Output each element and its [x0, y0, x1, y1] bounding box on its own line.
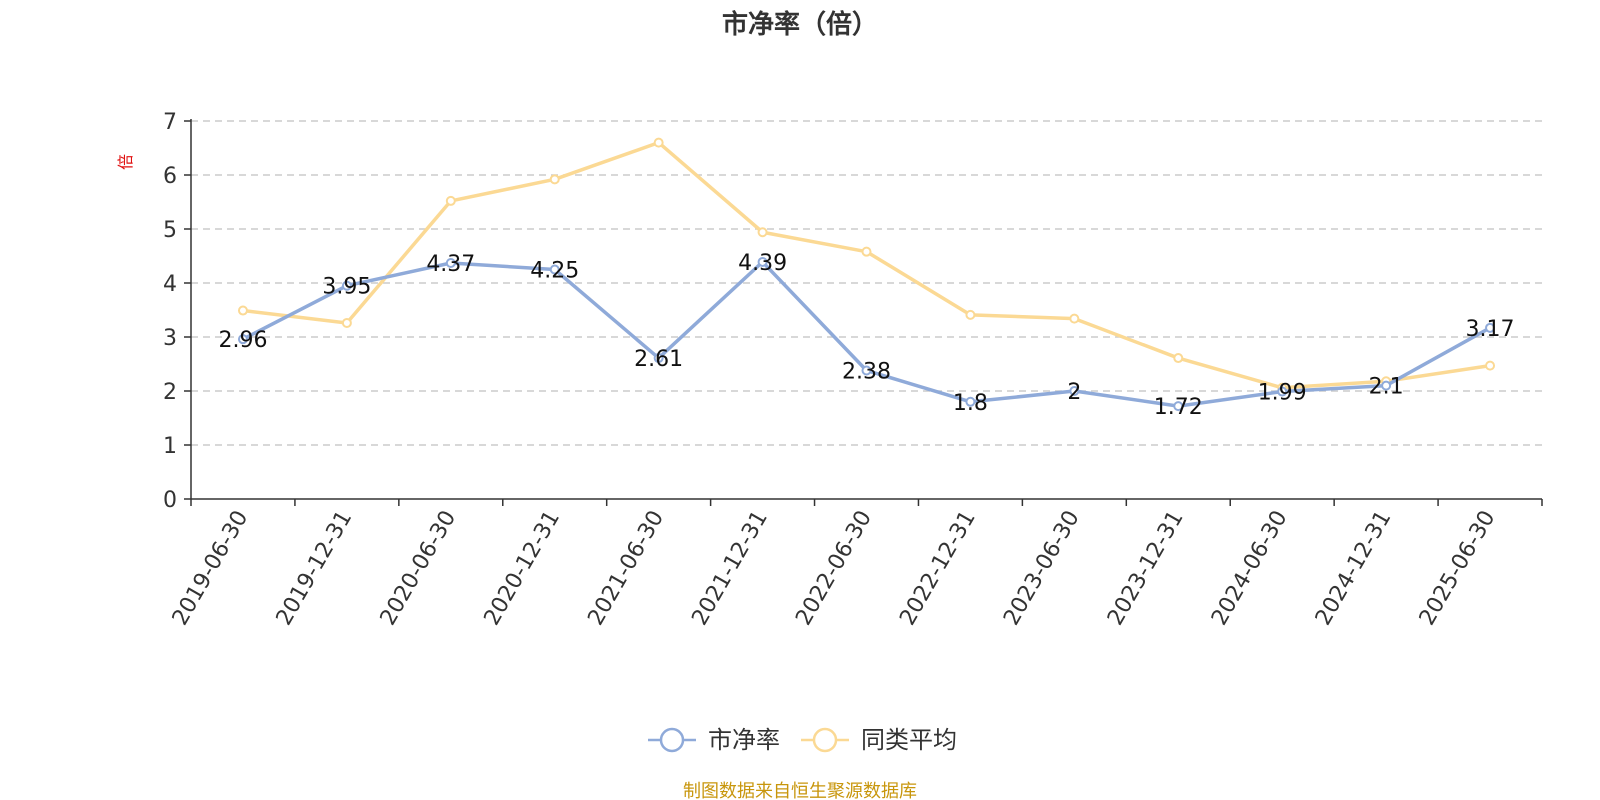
data-point[interactable] — [653, 353, 664, 364]
x-tick-label: 2024-06-30 — [1207, 507, 1293, 630]
data-label: 2 — [1067, 380, 1081, 405]
data-point[interactable] — [1485, 360, 1496, 371]
data-labels: 2.96 3.95 4.37 4.25 2.61 4.39 2.38 1.8 2 1.72 1.99… — [218, 251, 1514, 420]
data-point[interactable] — [1277, 386, 1288, 397]
data-label: 4.39 — [738, 251, 787, 276]
x-tick-label: 2019-12-31 — [272, 507, 358, 630]
data-label: 1.99 — [1258, 381, 1307, 406]
x-tick-label: 2021-06-30 — [583, 507, 669, 630]
data-point[interactable] — [1173, 401, 1184, 412]
data-label: 4.37 — [426, 252, 475, 277]
data-label: 3.17 — [1466, 317, 1515, 342]
x-tick-label: 2023-06-30 — [999, 507, 1085, 630]
data-point[interactable] — [653, 137, 664, 148]
data-label: 2.1 — [1369, 375, 1404, 400]
data-label: 4.25 — [530, 259, 579, 284]
y-tick-label: 6 — [163, 164, 177, 189]
chart-title: 市净率（倍） — [722, 9, 878, 40]
data-label: 1.8 — [953, 391, 988, 416]
data-point[interactable] — [341, 317, 352, 328]
y-tick-label: 5 — [163, 218, 177, 243]
x-tick-label: 2022-06-30 — [791, 507, 877, 630]
data-point[interactable] — [445, 195, 456, 206]
data-label: 2.38 — [842, 359, 891, 384]
data-point[interactable] — [549, 174, 560, 185]
x-tick-label: 2021-12-31 — [687, 507, 773, 630]
x-tick-label: 2020-06-30 — [376, 507, 462, 630]
y-axis-unit: 倍 — [116, 154, 135, 170]
y-tick-label: 4 — [163, 272, 177, 297]
legend-marker — [659, 727, 685, 753]
x-tick-label: 2024-12-31 — [1311, 507, 1397, 630]
x-tick-label: 2020-12-31 — [480, 507, 566, 630]
y-tick-label: 2 — [163, 380, 177, 405]
data-point[interactable] — [861, 365, 872, 376]
y-tick-label: 3 — [163, 326, 177, 351]
x-tick-label: 2023-12-31 — [1103, 507, 1189, 630]
y-tick-label: 7 — [163, 110, 177, 135]
y-tick-label: 0 — [163, 488, 177, 513]
data-point[interactable] — [965, 309, 976, 320]
data-label: 2.96 — [218, 328, 267, 353]
x-tick-label: 2025-06-30 — [1415, 507, 1501, 630]
x-tick-label: 2022-12-31 — [895, 507, 981, 630]
data-point[interactable] — [965, 396, 976, 407]
legend-label: 市净率 — [708, 726, 780, 754]
legend-label: 同类平均 — [861, 726, 957, 754]
data-label: 3.95 — [322, 275, 371, 300]
legend-item-1[interactable]: 同类平均 — [801, 726, 957, 754]
data-point[interactable] — [341, 280, 352, 291]
data-point[interactable] — [757, 227, 768, 238]
data-point[interactable] — [237, 334, 248, 345]
source-note: 制图数据来自恒生聚源数据库 — [683, 781, 917, 800]
data-point[interactable] — [445, 258, 456, 269]
legend-item-0[interactable]: 市净率 — [648, 726, 780, 754]
data-label: 1.72 — [1154, 395, 1203, 420]
data-point[interactable] — [1069, 313, 1080, 324]
data-point[interactable] — [237, 305, 248, 316]
y-tick-label: 1 — [163, 434, 177, 459]
gridlines — [191, 120, 1542, 446]
data-point[interactable] — [861, 246, 872, 257]
legend-marker — [812, 727, 838, 753]
series-lines — [237, 137, 1496, 412]
data-label: 2.61 — [634, 347, 683, 372]
data-point[interactable] — [1173, 353, 1184, 364]
legend[interactable]: 市净率 同类平均 — [648, 726, 957, 754]
data-point[interactable] — [757, 256, 768, 267]
data-point[interactable] — [1069, 386, 1080, 396]
x-tick-label: 2019-06-30 — [168, 507, 254, 630]
data-point[interactable] — [1381, 380, 1392, 391]
data-point[interactable] — [549, 264, 560, 275]
data-point[interactable] — [1485, 322, 1496, 333]
